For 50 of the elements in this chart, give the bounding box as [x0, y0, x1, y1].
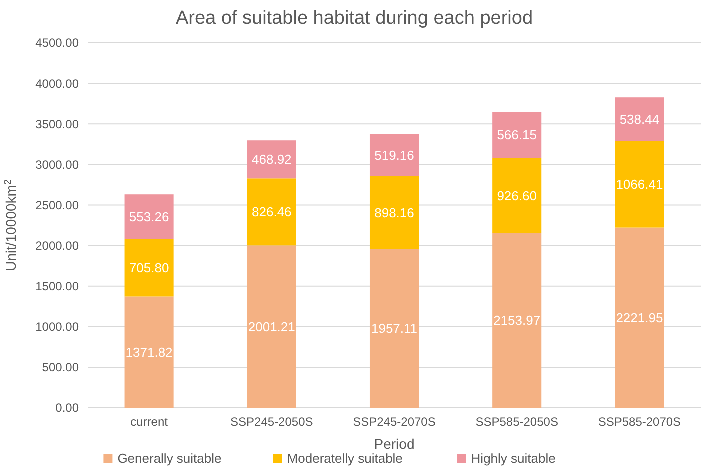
- bar: [247, 140, 296, 179]
- data-label: 1371.82: [126, 344, 173, 360]
- x-tick-label: SSP585-2050S: [476, 415, 558, 429]
- data-label: 898.16: [374, 205, 414, 220]
- bar: [124, 239, 174, 297]
- x-tick-label: current: [130, 415, 169, 429]
- bar: [247, 178, 296, 246]
- data-label: 2221.95: [616, 310, 664, 326]
- data-label: 538.44: [620, 112, 660, 127]
- data-label: 2001.21: [248, 319, 296, 334]
- legend-label: Generally suitable: [118, 451, 222, 466]
- data-label: 566.15: [497, 128, 537, 143]
- y-tick-label: 2000.00: [36, 238, 80, 253]
- y-tick-label: 3000.00: [36, 158, 80, 172]
- bar: [370, 134, 420, 176]
- data-label: 826.46: [252, 204, 292, 220]
- bar: [124, 194, 174, 240]
- y-tick-label: 0.00: [56, 401, 80, 416]
- bar: [615, 141, 664, 228]
- data-label: 1066.41: [616, 177, 664, 192]
- legend-label: Moderatelly suitable: [287, 451, 403, 466]
- bar: [247, 246, 296, 408]
- y-tick-label: 1000.00: [36, 320, 80, 334]
- bar: [492, 158, 542, 234]
- bar: [370, 249, 420, 408]
- data-label: 1957.11: [371, 321, 418, 336]
- y-tick-label: 3500.00: [36, 117, 80, 132]
- y-tick-label: 4000.00: [36, 76, 80, 91]
- bar: [492, 233, 542, 408]
- bar: [370, 176, 420, 250]
- x-tick-label: SSP585-2070S: [598, 415, 682, 429]
- y-tick-label: 2500.00: [36, 198, 80, 212]
- data-label: 553.26: [129, 210, 170, 225]
- y-tick-label: 1500.00: [36, 280, 80, 294]
- data-label: 468.92: [252, 152, 292, 168]
- legend-label: Highly suitable: [471, 451, 556, 466]
- x-axis-title: Period: [374, 436, 415, 452]
- bar: [492, 112, 542, 158]
- bar: [124, 296, 174, 408]
- x-tick-label: SSP245-2070S: [353, 415, 436, 429]
- data-label: 2153.97: [494, 313, 541, 328]
- data-label: 519.16: [374, 148, 414, 163]
- bar: [615, 98, 664, 142]
- y-tick-label: 500.00: [42, 360, 80, 375]
- y-tick-label: 4500.00: [36, 36, 80, 50]
- x-tick-label: SSP245-2050S: [230, 415, 314, 429]
- bar: [615, 228, 664, 408]
- data-label: 926.60: [497, 188, 537, 204]
- chart-title: Area of suitable habitat during each period: [176, 8, 534, 29]
- data-label: 705.80: [129, 260, 170, 276]
